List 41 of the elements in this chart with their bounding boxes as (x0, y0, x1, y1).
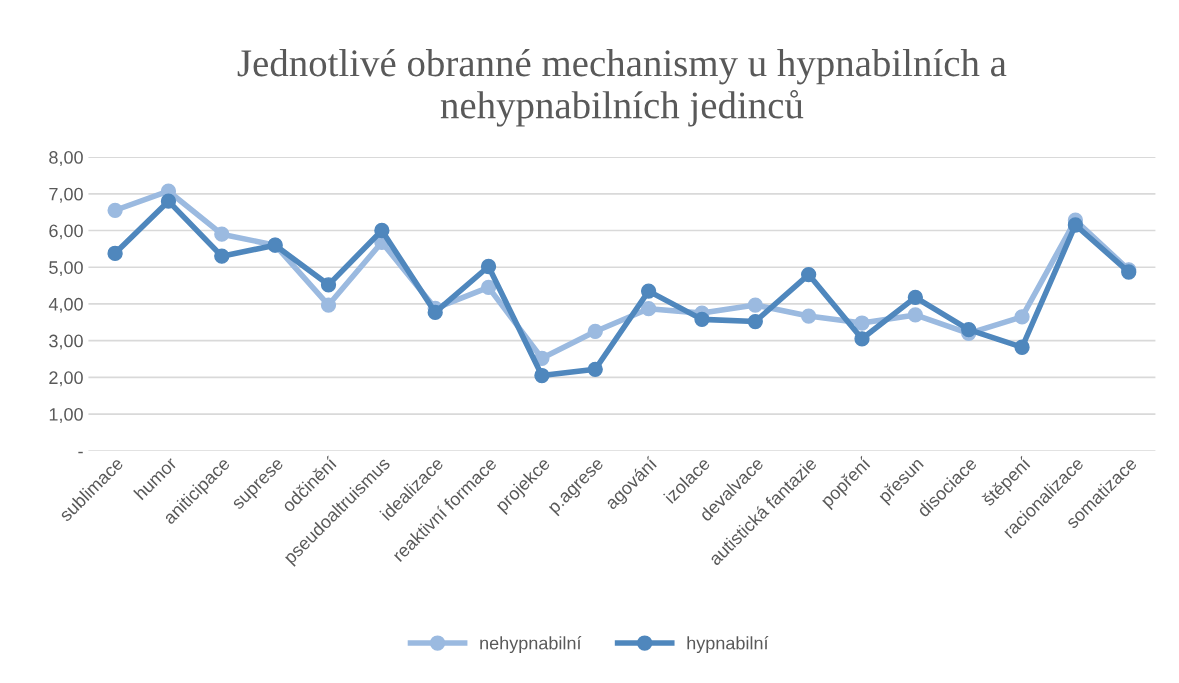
y-tick-label: 2,00 (49, 371, 83, 387)
point (107, 202, 123, 218)
point (907, 289, 923, 305)
point (907, 307, 923, 323)
point (587, 361, 603, 377)
point (801, 308, 817, 324)
legend-label: nehypnabilní (480, 636, 582, 654)
point (320, 277, 337, 293)
point (587, 323, 603, 340)
point (1067, 217, 1084, 233)
point (107, 245, 123, 261)
y-tick-label: 5,00 (49, 261, 83, 277)
point (320, 297, 337, 313)
point (534, 367, 550, 384)
y-tick-label: - (78, 451, 83, 454)
point (1014, 309, 1030, 325)
point (480, 258, 497, 275)
point (1014, 339, 1030, 355)
point (854, 315, 870, 331)
y-tick-label: 4,00 (48, 297, 83, 313)
point (640, 283, 657, 299)
point (427, 304, 443, 321)
point (747, 313, 763, 330)
point (214, 226, 230, 242)
point (801, 266, 817, 283)
y-tick-label: 8,00 (49, 151, 83, 166)
legend-label: hypnabilní (687, 636, 769, 654)
y-tick-label: 7,00 (49, 187, 83, 203)
point (214, 248, 230, 264)
y-tick-label: 1,00 (49, 408, 83, 423)
point (854, 331, 870, 347)
point (160, 193, 177, 209)
point (640, 301, 657, 317)
point (961, 321, 977, 338)
chart-title: Jednotlivé obranné mechanismy u hypnabilních a nehypnabilních jedinců (237, 48, 1007, 127)
point (747, 297, 763, 313)
y-tick-label: 3,00 (49, 334, 83, 350)
point (374, 222, 390, 239)
point (694, 311, 710, 327)
y-tick-label: 6,00 (49, 224, 83, 240)
point (480, 279, 497, 296)
